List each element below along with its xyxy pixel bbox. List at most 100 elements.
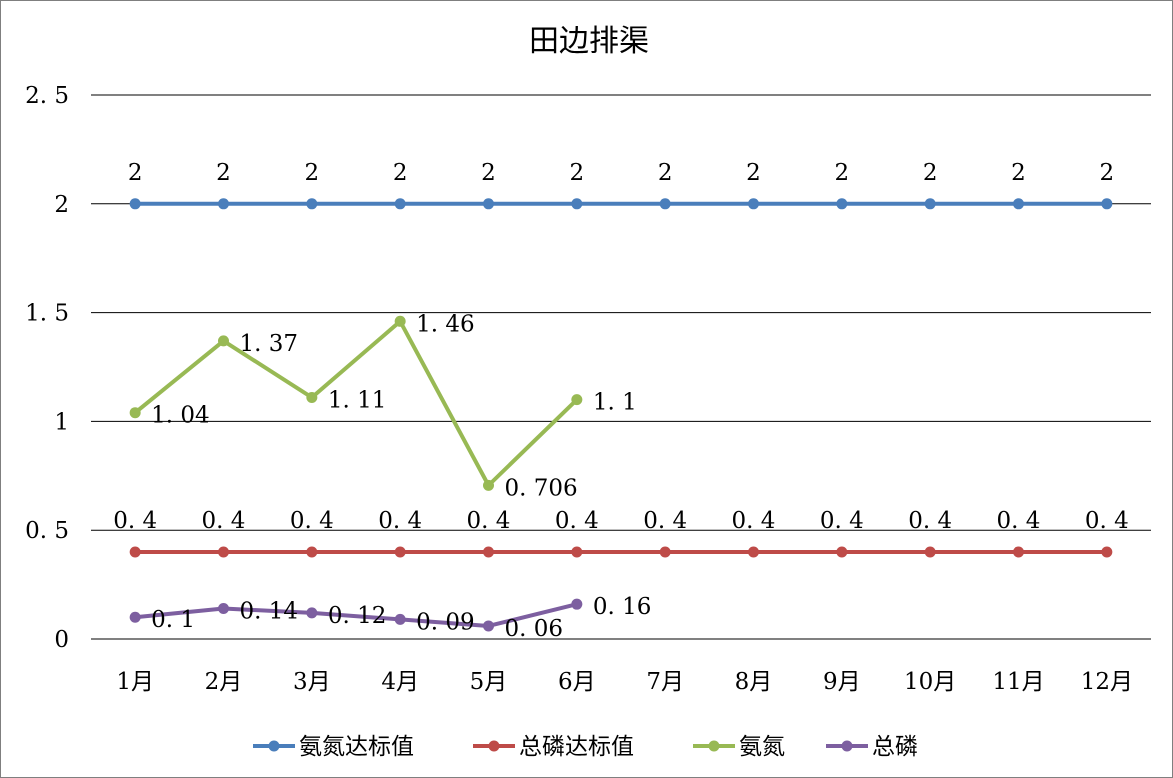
data-point bbox=[571, 198, 583, 210]
data-label: 0. 4 bbox=[908, 508, 952, 534]
legend-swatch-marker bbox=[708, 740, 720, 752]
y-tick-label: 1. 5 bbox=[25, 301, 69, 327]
legend-label: 氨氮 bbox=[739, 734, 785, 760]
y-tick-label: 1 bbox=[54, 409, 69, 435]
x-tick-label: 2月 bbox=[205, 669, 243, 695]
series-line bbox=[134, 602, 578, 628]
data-label: 2 bbox=[658, 160, 673, 186]
data-label: 1. 11 bbox=[328, 387, 387, 413]
data-label: 2 bbox=[481, 160, 496, 186]
data-point bbox=[306, 546, 318, 558]
data-point bbox=[218, 546, 229, 558]
data-label: 2 bbox=[128, 160, 143, 186]
data-point bbox=[306, 607, 318, 619]
data-point bbox=[924, 198, 936, 210]
data-point bbox=[394, 315, 406, 327]
data-point bbox=[218, 335, 229, 347]
data-point bbox=[1101, 198, 1113, 210]
data-label: 2 bbox=[835, 160, 850, 186]
x-tick-label: 12月 bbox=[1081, 669, 1133, 695]
data-point bbox=[394, 546, 406, 558]
data-label: 0. 4 bbox=[555, 508, 599, 534]
legend-swatch-marker bbox=[488, 740, 500, 752]
data-point bbox=[571, 394, 583, 406]
data-label: 0. 4 bbox=[378, 508, 422, 534]
data-label: 0. 4 bbox=[467, 508, 511, 534]
legend-item: 氨氮达标值 bbox=[253, 734, 414, 760]
data-point bbox=[129, 407, 141, 419]
data-point bbox=[306, 391, 318, 403]
legend-swatch-marker bbox=[268, 740, 280, 752]
chart-title: 田边排渠 bbox=[529, 24, 649, 59]
data-point bbox=[129, 198, 141, 210]
data-label: 2 bbox=[570, 160, 585, 186]
data-point bbox=[659, 198, 671, 210]
x-tick-label: 6月 bbox=[558, 669, 596, 695]
data-point bbox=[836, 198, 848, 210]
x-tick-label: 5月 bbox=[470, 669, 508, 695]
data-point bbox=[306, 198, 318, 210]
series-0 bbox=[129, 198, 1113, 210]
data-label: 0. 1 bbox=[151, 607, 195, 633]
data-point bbox=[1101, 546, 1113, 558]
x-tick-label: 3月 bbox=[293, 669, 331, 695]
legend-item: 总磷达标值 bbox=[473, 734, 634, 760]
data-label: 0. 4 bbox=[202, 508, 246, 534]
data-label: 1. 46 bbox=[416, 311, 475, 337]
data-label: 0. 4 bbox=[1085, 508, 1129, 534]
series-3 bbox=[129, 598, 583, 632]
data-label: 2 bbox=[1100, 160, 1115, 186]
data-label: 2 bbox=[923, 160, 938, 186]
data-label: 0. 14 bbox=[240, 599, 299, 625]
data-point bbox=[483, 198, 494, 210]
data-point bbox=[129, 546, 141, 558]
data-point bbox=[659, 546, 671, 558]
data-point bbox=[836, 546, 848, 558]
data-label: 0. 16 bbox=[593, 594, 652, 620]
data-label: 0. 706 bbox=[505, 475, 578, 501]
data-point bbox=[924, 546, 936, 558]
data-point bbox=[483, 620, 494, 632]
data-label: 1. 1 bbox=[593, 390, 637, 416]
data-label: 0. 09 bbox=[416, 609, 475, 635]
x-tick-label: 9月 bbox=[823, 669, 861, 695]
data-label: 2 bbox=[746, 160, 761, 186]
data-point bbox=[1013, 546, 1024, 558]
x-tick-label: 7月 bbox=[646, 669, 684, 695]
legend-label: 氨氮达标值 bbox=[299, 734, 414, 760]
series-2 bbox=[129, 315, 583, 491]
x-tick-label: 8月 bbox=[735, 669, 773, 695]
data-point bbox=[483, 546, 494, 558]
data-point bbox=[571, 598, 583, 610]
data-point bbox=[218, 198, 229, 210]
data-point bbox=[394, 613, 406, 625]
data-label: 0. 4 bbox=[643, 508, 687, 534]
data-label: 2 bbox=[305, 160, 320, 186]
series-line bbox=[133, 319, 579, 488]
data-label: 2 bbox=[1011, 160, 1026, 186]
x-tick-label: 1月 bbox=[116, 669, 154, 695]
data-label: 0. 12 bbox=[328, 603, 387, 629]
data-label: 2 bbox=[393, 160, 408, 186]
legend-item: 氨氮 bbox=[693, 734, 785, 760]
data-label: 0. 4 bbox=[820, 508, 864, 534]
data-point bbox=[218, 603, 229, 615]
legend-item: 总磷 bbox=[826, 734, 918, 760]
data-point bbox=[394, 198, 406, 210]
series-1 bbox=[129, 546, 1113, 558]
data-point bbox=[748, 198, 759, 210]
data-label: 0. 4 bbox=[732, 508, 776, 534]
data-point bbox=[748, 546, 759, 558]
data-label: 0. 4 bbox=[113, 508, 157, 534]
data-label: 0. 4 bbox=[290, 508, 334, 534]
legend-label: 总磷达标值 bbox=[519, 734, 634, 760]
y-tick-label: 2 bbox=[54, 192, 69, 218]
x-tick-label: 11月 bbox=[992, 669, 1044, 695]
y-tick-label: 0 bbox=[54, 627, 69, 653]
data-point bbox=[129, 611, 141, 623]
data-label: 1. 37 bbox=[240, 331, 299, 357]
x-tick-label: 10月 bbox=[904, 669, 956, 695]
legend-swatch-marker bbox=[841, 740, 853, 752]
y-tick-label: 2. 5 bbox=[25, 83, 69, 109]
